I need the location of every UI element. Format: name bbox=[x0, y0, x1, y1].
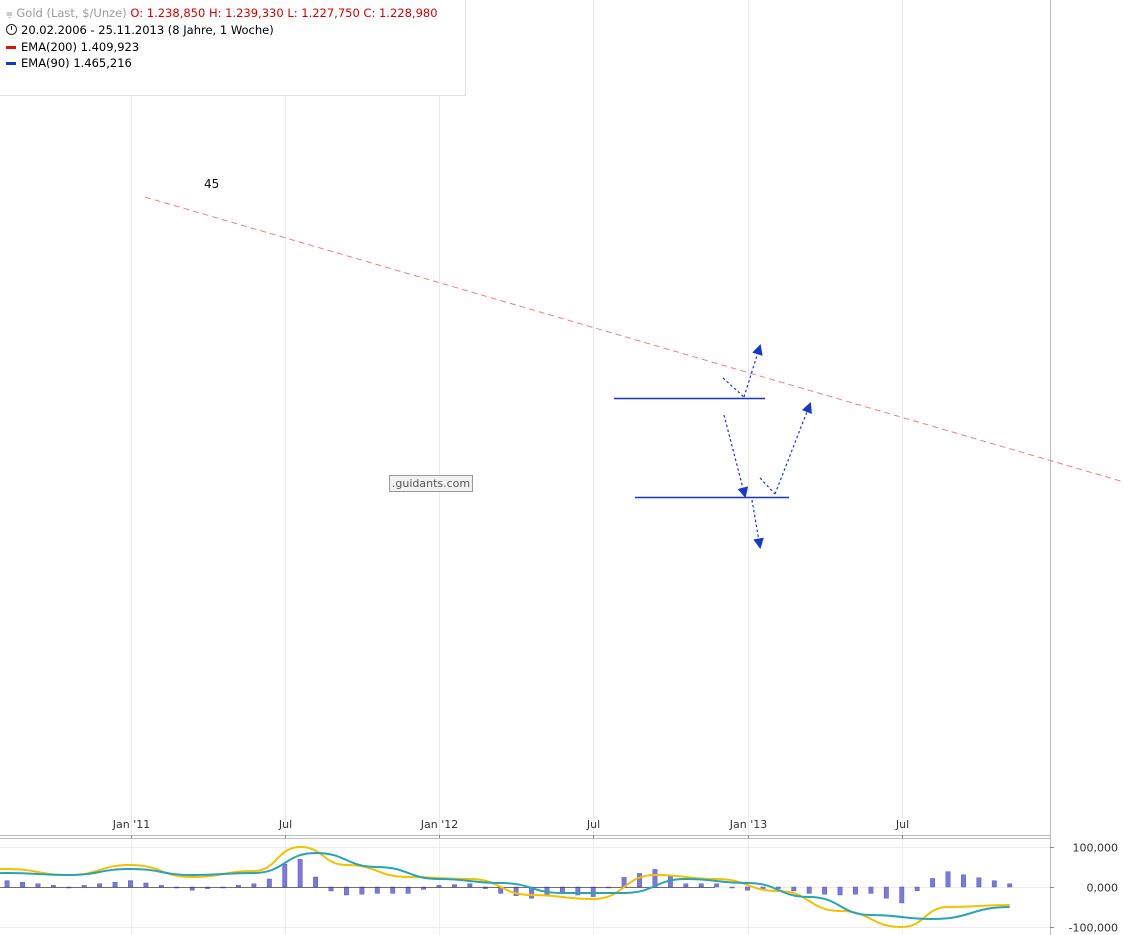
date-range-row: 20.02.2006 - 25.11.2013 (8 Jahre, 1 Woch… bbox=[6, 23, 274, 37]
macd-bar bbox=[698, 883, 704, 888]
macd-bar bbox=[745, 886, 750, 891]
scenario-arrow-up bbox=[743, 343, 763, 398]
macd-fast-line bbox=[0, 845, 1010, 929]
macd-bar bbox=[930, 878, 936, 888]
macd-bar bbox=[452, 884, 457, 888]
macd-bar bbox=[822, 886, 828, 895]
macd-bar bbox=[236, 885, 241, 888]
macd-bar bbox=[729, 886, 735, 889]
macd-bar bbox=[837, 886, 843, 896]
x-tick-label: Jan '11 bbox=[112, 818, 150, 831]
macd-bar bbox=[590, 886, 596, 897]
macd-bar bbox=[35, 883, 41, 888]
macd-y-tick-label: 0,000 bbox=[1087, 882, 1119, 895]
macd-bar bbox=[791, 886, 797, 892]
macd-bar bbox=[81, 885, 87, 888]
macd-bar bbox=[390, 886, 396, 894]
macd-bar bbox=[143, 882, 149, 888]
watermark: .guidants.com bbox=[389, 475, 473, 492]
macd-bar bbox=[251, 883, 257, 888]
macd-bar bbox=[112, 882, 118, 888]
scenario-arrow-down bbox=[723, 414, 749, 499]
macd-bar bbox=[20, 882, 25, 888]
macd-bar bbox=[328, 886, 334, 892]
macd-bar bbox=[128, 880, 133, 888]
ema90-legend[interactable]: EMA(90) 1.465,216 bbox=[6, 56, 132, 70]
macd-bar bbox=[344, 886, 349, 896]
instrument-row: ⩦ Gold (Last, $/Unze) O: 1.238,850 H: 1.… bbox=[6, 6, 438, 20]
macd-bar bbox=[359, 886, 365, 895]
macd-y-tick-label: -100,000 bbox=[1069, 922, 1118, 935]
x-tick-label: Jul bbox=[278, 818, 292, 831]
macd-bar bbox=[50, 885, 56, 888]
bar-chart-icon: ⩦ bbox=[6, 6, 13, 20]
ema90-swatch bbox=[6, 62, 16, 65]
macd-bar bbox=[282, 864, 288, 888]
macd-bar bbox=[714, 883, 720, 888]
macd-bar bbox=[421, 886, 426, 890]
scenario-arrow-rebound bbox=[774, 401, 812, 495]
macd-bar bbox=[513, 886, 519, 897]
annotation-45: 45 bbox=[204, 177, 220, 191]
macd-bar bbox=[945, 871, 951, 888]
macd-bar bbox=[899, 886, 905, 904]
macd-bar bbox=[1007, 883, 1013, 888]
ema200-swatch bbox=[6, 46, 16, 49]
macd-bar bbox=[266, 878, 272, 888]
macd-bar bbox=[436, 885, 442, 888]
macd-bar bbox=[853, 886, 858, 895]
x-tick-label: Jan '12 bbox=[420, 818, 458, 831]
macd-bar bbox=[158, 885, 164, 888]
macd-histogram bbox=[4, 859, 1013, 904]
clock-icon bbox=[6, 24, 17, 35]
macd-bar bbox=[883, 886, 889, 899]
macd-signal-line bbox=[0, 851, 1010, 921]
date-range: 20.02.2006 - 25.11.2013 (8 Jahre, 1 Woch… bbox=[21, 23, 274, 37]
x-tick-label: Jan '13 bbox=[729, 818, 767, 831]
macd-bar bbox=[189, 886, 195, 891]
ema200-label: EMA(200) 1.409,923 bbox=[21, 40, 140, 54]
macd-bar bbox=[97, 883, 103, 888]
macd-bar bbox=[467, 883, 473, 888]
x-tick-label: Jul bbox=[895, 818, 909, 831]
ema200-legend[interactable]: EMA(200) 1.409,923 bbox=[6, 40, 139, 54]
macd-bar bbox=[405, 886, 411, 894]
macd-bar bbox=[575, 886, 581, 896]
macd-bar bbox=[961, 874, 966, 888]
ohlc-values: O: 1.238,850 H: 1.239,330 L: 1.227,750 C… bbox=[130, 6, 438, 20]
scenario-path-b bbox=[759, 477, 776, 495]
macd-bar bbox=[914, 886, 920, 891]
macd-bar bbox=[297, 859, 303, 888]
chart-legend: ⩦ Gold (Last, $/Unze) O: 1.238,850 H: 1.… bbox=[0, 0, 466, 96]
macd-bar bbox=[775, 886, 781, 889]
macd-bar bbox=[991, 880, 997, 888]
macd-bar bbox=[313, 876, 318, 888]
x-tick-label: Jul bbox=[586, 818, 600, 831]
macd-bar bbox=[868, 886, 874, 894]
macd-bar bbox=[4, 880, 10, 888]
instrument-name: Gold (Last, $/Unze) bbox=[16, 6, 127, 20]
macd-y-tick-label: 100,000 bbox=[1073, 842, 1119, 855]
macd-bar bbox=[637, 873, 642, 888]
macd-bar bbox=[976, 877, 982, 888]
macd-bar bbox=[806, 886, 812, 894]
ema90-label: EMA(90) 1.465,216 bbox=[21, 56, 132, 70]
macd-bar bbox=[683, 883, 689, 888]
macd-bar bbox=[374, 886, 380, 894]
